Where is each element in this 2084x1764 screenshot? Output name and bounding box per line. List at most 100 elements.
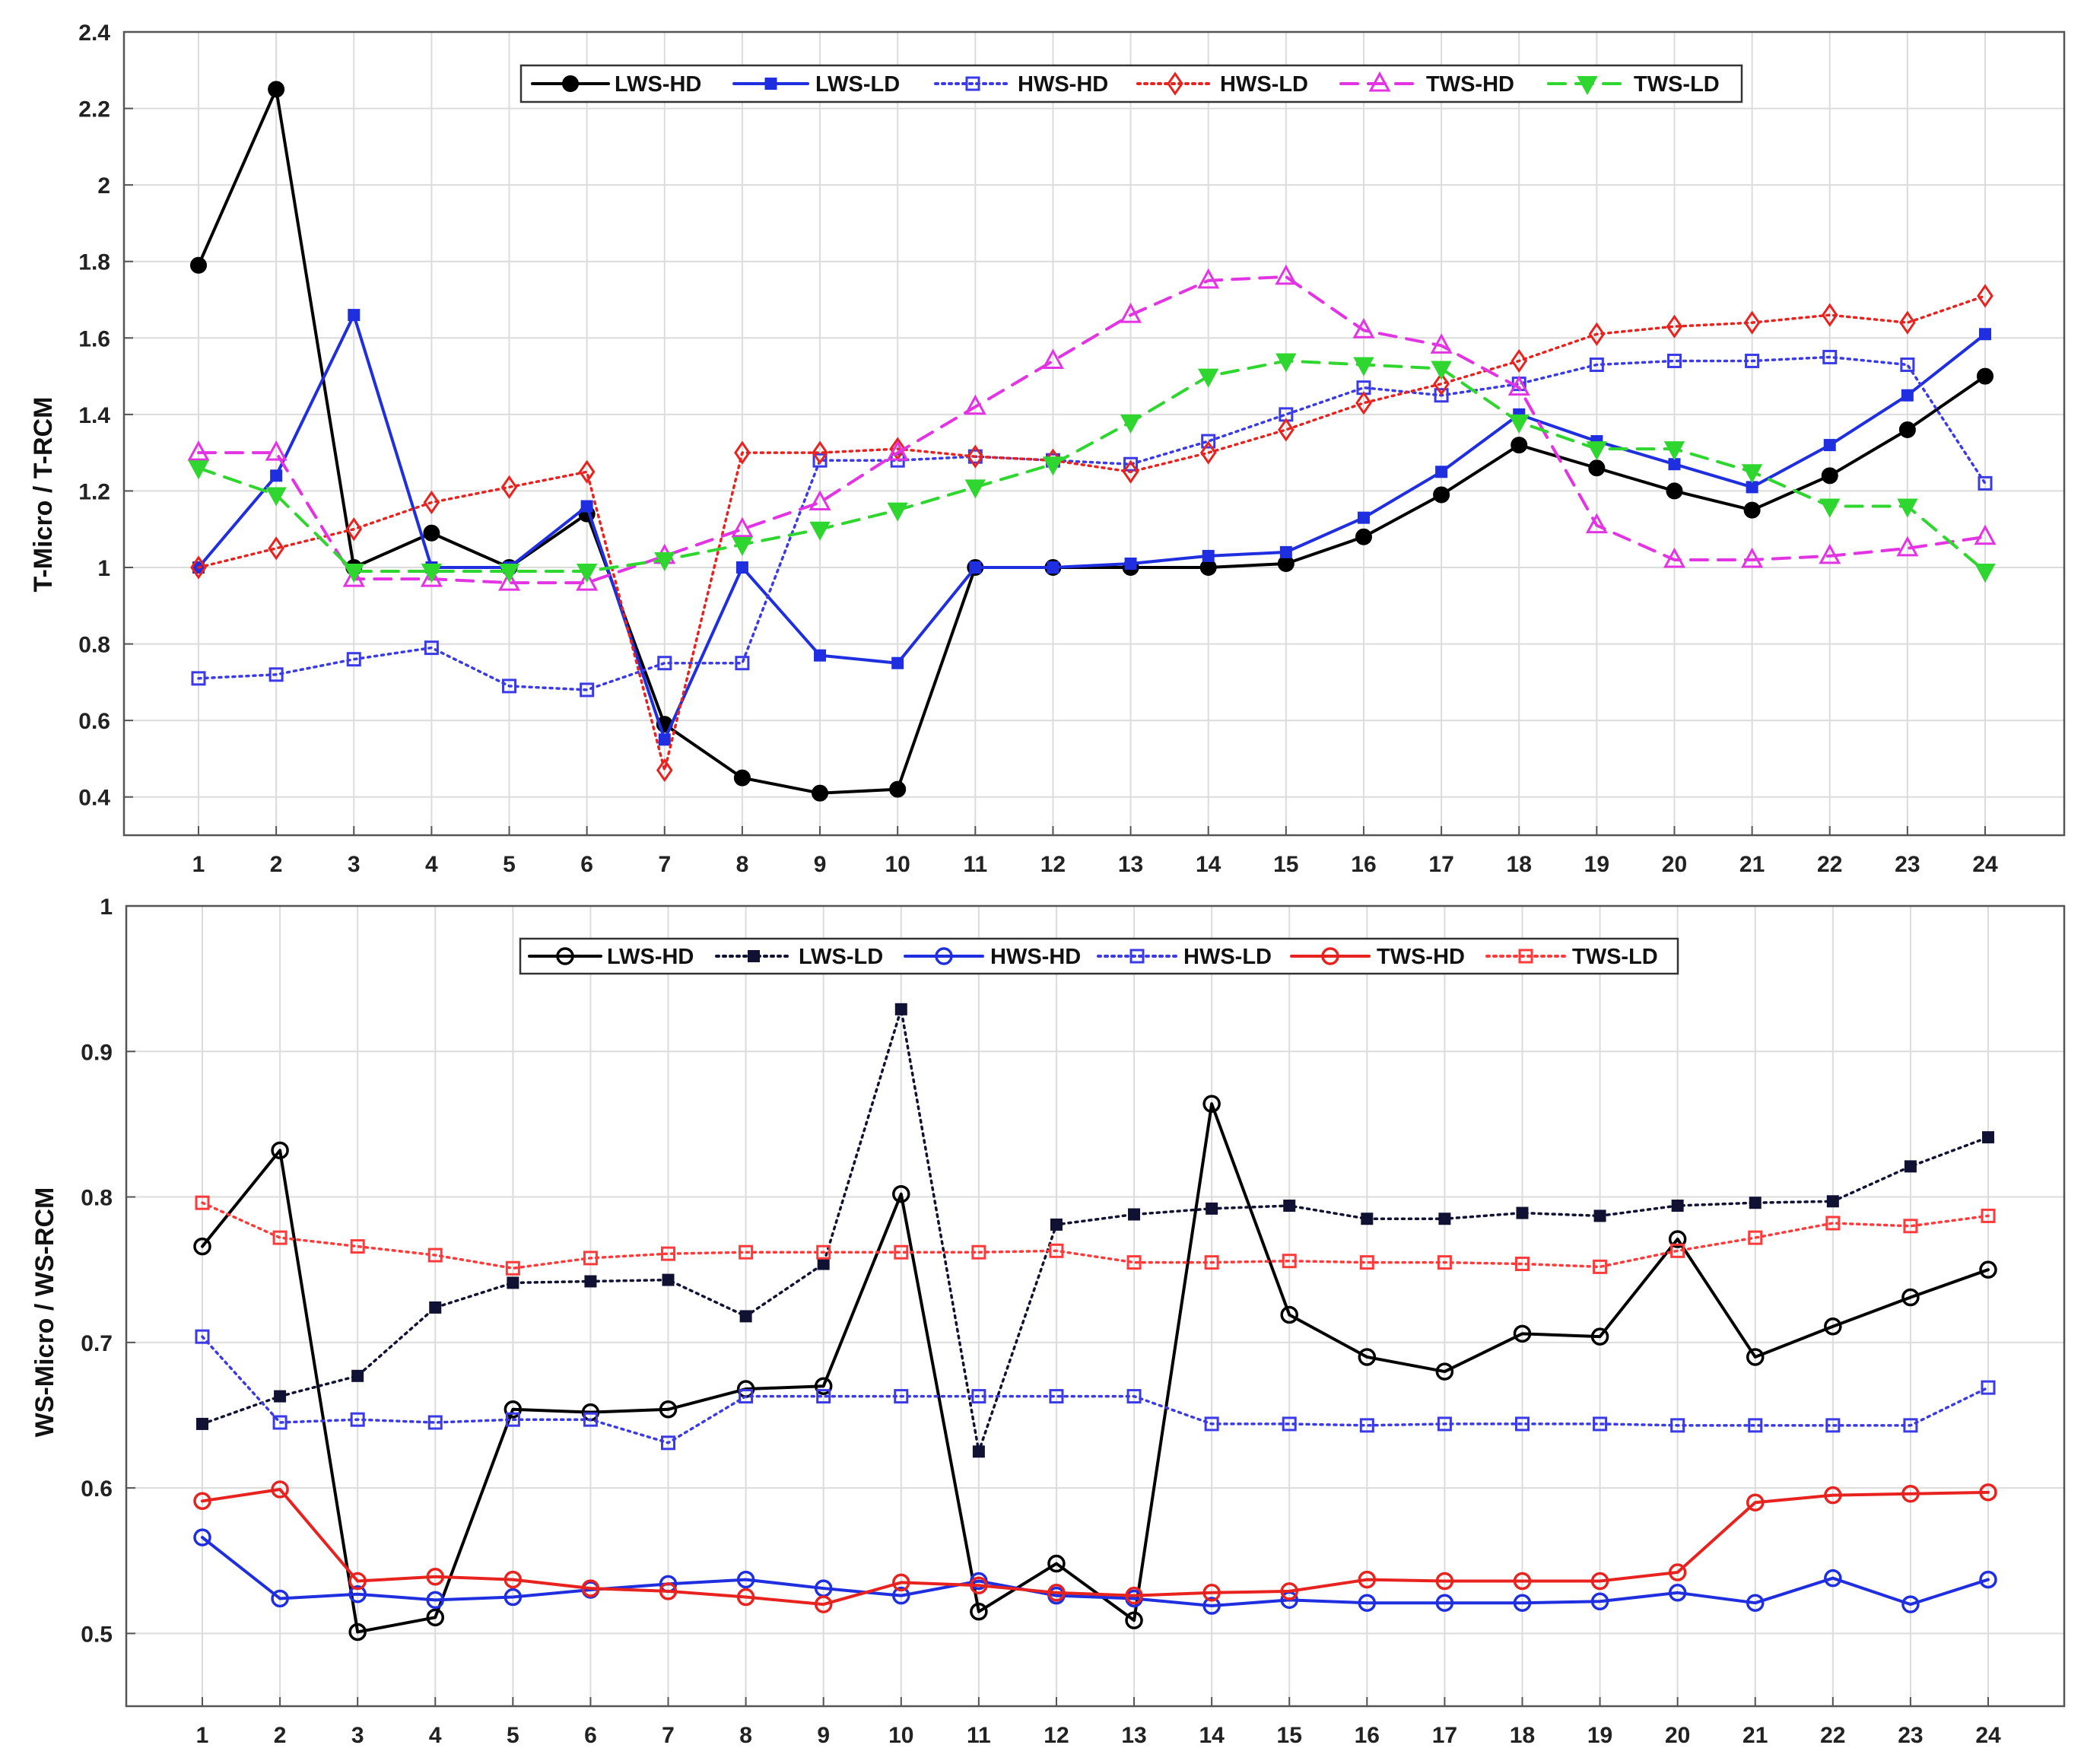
chart-0-series-tws-hd-point	[187, 440, 210, 461]
chart-0-series-lws-hd-point	[889, 780, 907, 798]
chart-1-series-lws-ld-point	[739, 1310, 752, 1323]
chart-1-series-tws-ld-point	[1903, 1219, 1918, 1234]
chart-0-series-lws-hd-point	[1355, 528, 1372, 545]
chart-1-series-lws-ld-point	[972, 1445, 985, 1458]
chart-0-series-lws-ld-point	[348, 309, 361, 322]
chart-0-x-tick-label: 23	[1895, 852, 1920, 877]
chart-1-series-lws-ld-point	[1749, 1197, 1762, 1209]
chart-0-series-tws-ld-point	[1120, 414, 1142, 434]
chart-1-series-tws-hd-point	[504, 1570, 523, 1589]
chart-0-series-hws-hd-point	[735, 656, 750, 671]
chart-1-series-tws-ld-point	[1748, 1230, 1763, 1245]
chart-0-series-hws-hd-line	[197, 355, 1987, 691]
chart-1-x-tick-label: 12	[1044, 1723, 1069, 1748]
chart-1-x-tick-label: 22	[1820, 1723, 1845, 1748]
chart-1-legend-marker-tws-ld	[1518, 949, 1533, 964]
chart-1-series-tws-ld	[195, 1195, 1996, 1276]
chart-0-series-hws-ld-point	[1743, 310, 1761, 335]
chart-0-legend-box	[519, 64, 1743, 103]
chart-1-series-tws-hd-point	[1280, 1582, 1298, 1600]
chart-1-series-lws-ld-point	[662, 1273, 675, 1286]
chart-0-series-hws-ld-point	[1977, 284, 1993, 308]
chart-1-series-lws-hd-point	[1668, 1230, 1687, 1248]
chart-0-legend-label-tws-hd: TWS-HD	[1426, 72, 1514, 97]
chart-0-series-lws-hd-point	[1898, 421, 1916, 438]
chart-1-series-hws-hd-point	[1590, 1592, 1609, 1611]
chart-0-series-lws-ld-point	[1746, 481, 1758, 494]
chart-0-series-lws-ld-point	[658, 733, 671, 746]
chart-1-series-tws-ld-point	[971, 1244, 986, 1260]
chart-0-series-tws-ld-point	[1275, 353, 1297, 373]
chart-0-series-hws-ld-point	[656, 758, 673, 783]
chart-0-series-lws-hd-point	[423, 524, 440, 542]
chart-1-series-tws-hd-point	[1435, 1572, 1454, 1591]
chart-0-series-tws-ld-point	[1897, 498, 1918, 518]
chart-1-series-tws-hd-point	[348, 1572, 367, 1591]
chart-0-series-hws-ld-point	[1278, 418, 1295, 442]
chart-0-series-tws-ld-point	[1042, 456, 1064, 476]
chart-0-x-tick-label: 4	[425, 852, 438, 877]
chart-1-series-tws-ld-point	[1437, 1255, 1452, 1270]
chart-1-series-hws-ld-point	[739, 1389, 754, 1404]
chart-1-series-hws-ld-point	[583, 1412, 598, 1427]
chart-1-series-tws-ld-point	[1049, 1243, 1064, 1258]
chart-1-series-hws-ld-point	[971, 1389, 986, 1404]
chart-1-series-tws-hd-point	[1979, 1483, 1997, 1502]
chart-0-series-lws-ld-point	[1124, 557, 1137, 570]
chart-1-series-lws-hd-line	[201, 1102, 1990, 1634]
chart-1-x-tick-label: 18	[1510, 1723, 1535, 1748]
chart-0-series-hws-hd-point	[346, 652, 361, 667]
chart-0-series-lws-ld-point	[1668, 458, 1681, 471]
chart-0-series-hws-hd-point	[268, 667, 284, 682]
chart-1-series-lws-ld-point	[507, 1276, 519, 1289]
chart-0-x-tick-label: 2	[270, 852, 283, 877]
chart-1-series-tws-hd-point	[1047, 1584, 1066, 1602]
chart-1-series-tws-hd-point	[193, 1492, 211, 1511]
chart-0-series-lws-hd-point	[1743, 501, 1761, 519]
chart-1-series-hws-ld-point	[195, 1329, 210, 1344]
chart-1-series-lws-hd-point	[1202, 1095, 1221, 1113]
chart-1-series-tws-hd-point	[892, 1573, 910, 1592]
chart-0-series-lws-hd-point	[190, 256, 207, 274]
chart-0-series-hws-ld-line	[197, 294, 1987, 772]
chart-1-series-hws-hd-point	[1979, 1570, 1997, 1589]
chart-0-series-tws-hd	[187, 264, 1997, 591]
chart-1-x-tick-label: 2	[274, 1723, 287, 1748]
chart-1-series-hws-hd-point	[1746, 1594, 1765, 1612]
chart-0-series-tws-hd-point	[1819, 543, 1841, 564]
chart-1-series-hws-ld-point	[505, 1412, 520, 1427]
chart-0-series-lws-ld-point	[270, 469, 283, 482]
chart-1-series-tws-hd-point	[1125, 1586, 1143, 1605]
chart-0-series-tws-hd-point	[265, 440, 288, 461]
chart-0-series-lws-ld-point	[1823, 439, 1836, 452]
chart-0-series-hws-ld-point	[1511, 348, 1528, 373]
chart-1-series-tws-ld-point	[195, 1195, 210, 1210]
chart-1-series-tws-ld-point	[1282, 1254, 1297, 1269]
chart-1-series-lws-hd-point	[1513, 1324, 1532, 1343]
chart-1-series-lws-ld-point	[817, 1257, 830, 1270]
chart-0-x-tick-label: 12	[1040, 852, 1066, 877]
chart-0-legend: LWS-HD LWS-LD HWS-HD HWS-LD TWS-HD TWS-LD	[519, 64, 1743, 103]
chart-1-series-lws-hd-point	[892, 1184, 910, 1203]
chart-0-legend-marker-lws-ld	[764, 78, 777, 90]
chart-0-x-tick-label: 21	[1739, 852, 1765, 877]
chart-1-x-tick-label: 6	[584, 1723, 597, 1748]
chart-0-series-lws-ld-point	[1435, 466, 1448, 478]
chart-0-series-tws-hd-point	[1974, 524, 1997, 545]
chart-0-y-tick-label: 1.6	[78, 326, 110, 351]
chart-1-series-hws-ld-point	[1670, 1418, 1685, 1433]
chart-1-series-lws-ld-point	[1904, 1160, 1917, 1173]
chart-0-y-tick-label: 0.4	[78, 786, 110, 811]
chart-1-series-hws-hd-point	[1435, 1594, 1454, 1612]
chart-1-x-tick-label: 14	[1199, 1723, 1225, 1748]
chart-1-series-tws-ld-point	[1204, 1255, 1219, 1270]
chart-1-series-tws-ld-point	[1670, 1243, 1685, 1258]
chart-0-series-tws-hd-point	[1430, 333, 1453, 354]
chart-1-series-hws-ld-point	[1514, 1416, 1530, 1432]
chart-0-series-lws-ld-point	[1279, 545, 1292, 558]
chart-1-series-tws-hd-point	[736, 1588, 755, 1607]
chart-1-series-hws-hd-point	[1824, 1569, 1842, 1588]
chart-1-series-tws-ld-point	[1981, 1208, 1996, 1223]
chart-1-x-tick-label: 3	[351, 1723, 364, 1748]
chart-0-series-tws-ld-point	[576, 564, 598, 583]
